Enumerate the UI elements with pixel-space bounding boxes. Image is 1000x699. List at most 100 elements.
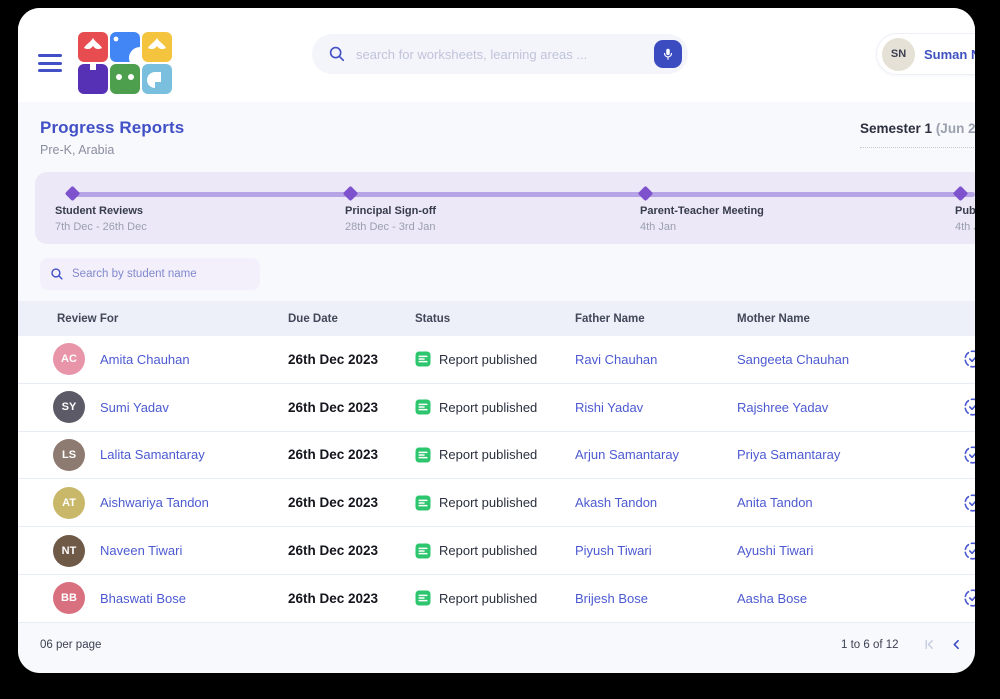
student-avatar: SY bbox=[53, 391, 85, 424]
top-bar: SN Suman Nair bbox=[18, 8, 975, 102]
search-icon bbox=[50, 267, 64, 281]
student-name-link[interactable]: Aishwariya Tandon bbox=[100, 495, 209, 511]
mother-name-link[interactable]: Sangeeta Chauhan bbox=[737, 351, 850, 367]
father-name-link[interactable]: Ravi Chauhan bbox=[575, 351, 658, 367]
voice-search-button[interactable] bbox=[654, 40, 682, 68]
report-published-icon bbox=[415, 399, 431, 415]
due-date: 26th Dec 2023 bbox=[288, 447, 379, 463]
milestone-dates: 7th Dec - 26th Dec bbox=[55, 221, 147, 233]
diamond-marker-icon bbox=[64, 185, 81, 202]
app-logo bbox=[78, 32, 172, 99]
diamond-marker-icon bbox=[637, 185, 654, 202]
page-header: Progress Reports Pre-K, Arabia Semester … bbox=[18, 102, 975, 164]
per-page-selector[interactable]: 06 per page bbox=[40, 638, 102, 651]
avatar: SN bbox=[882, 37, 915, 71]
student-avatar: AC bbox=[53, 343, 85, 376]
student-name-link[interactable]: Amita Chauhan bbox=[100, 351, 190, 367]
table-row: AT Aishwariya Tandon 26th Dec 2023 Repor… bbox=[18, 479, 975, 528]
student-name-link[interactable]: Naveen Tiwari bbox=[100, 543, 183, 559]
previous-page-icon[interactable] bbox=[950, 638, 963, 651]
status-text: Report published bbox=[439, 543, 538, 559]
milestone-dates: 4th J bbox=[955, 221, 975, 233]
user-profile-button[interactable]: SN Suman Nair bbox=[876, 33, 975, 75]
report-published-icon bbox=[415, 590, 431, 606]
status-cell: Report published bbox=[415, 351, 575, 367]
page-title: Progress Reports bbox=[40, 118, 185, 137]
student-name-link[interactable]: Sumi Yadav bbox=[100, 399, 169, 415]
table-row: AC Amita Chauhan 26th Dec 2023 Report pu… bbox=[18, 336, 975, 384]
page-subtitle: Pre-K, Arabia bbox=[40, 143, 115, 157]
milestone-label: Parent-Teacher Meeting bbox=[640, 205, 764, 217]
due-date: 26th Dec 2023 bbox=[288, 590, 379, 606]
table-row: LS Lalita Samantaray 26th Dec 2023 Repor… bbox=[18, 431, 975, 480]
pagination-bar: 06 per page 1 to 6 of 12 bbox=[18, 623, 975, 667]
status-text: Report published bbox=[439, 351, 538, 367]
student-name-link[interactable]: Lalita Samantaray bbox=[100, 447, 205, 463]
semester-range: (Jun 2023 bbox=[935, 121, 975, 136]
father-name-link[interactable]: Akash Tandon bbox=[575, 495, 658, 511]
mother-name-link[interactable]: Anita Tandon bbox=[737, 495, 813, 511]
action-cell bbox=[917, 348, 975, 370]
student-cell: AC Amita Chauhan bbox=[40, 343, 288, 376]
review-history-icon[interactable] bbox=[962, 492, 975, 514]
user-name: Suman Nair bbox=[924, 46, 975, 62]
student-name-link[interactable]: Bhaswati Bose bbox=[100, 590, 186, 606]
semester-label: Semester 1 bbox=[860, 121, 936, 136]
mother-name-link[interactable]: Aasha Bose bbox=[737, 590, 808, 606]
student-search-input[interactable] bbox=[72, 268, 250, 280]
table-row: BB Bhaswati Bose 26th Dec 2023 Report pu… bbox=[18, 574, 975, 623]
mother-name-link[interactable]: Rajshree Yadav bbox=[737, 399, 829, 415]
father-name-link[interactable]: Brijesh Bose bbox=[575, 590, 648, 606]
report-published-icon bbox=[415, 351, 431, 367]
father-name-link[interactable]: Rishi Yadav bbox=[575, 399, 644, 415]
review-history-icon[interactable] bbox=[962, 444, 975, 466]
pagination-range: 1 to 6 of 12 bbox=[841, 638, 899, 651]
diamond-marker-icon bbox=[342, 185, 359, 202]
action-cell bbox=[917, 396, 975, 418]
app-window: SN Suman Nair Progress Reports Pre-K, Ar… bbox=[18, 8, 975, 673]
student-cell: BB Bhaswati Bose bbox=[40, 582, 288, 615]
due-date: 26th Dec 2023 bbox=[288, 495, 379, 511]
first-page-icon[interactable] bbox=[923, 638, 936, 651]
status-text: Report published bbox=[439, 447, 538, 463]
milestone-label: Student Reviews bbox=[55, 205, 144, 217]
father-name-link[interactable]: Piyush Tiwari bbox=[575, 543, 652, 559]
mother-name-link[interactable]: Ayushi Tiwari bbox=[737, 543, 814, 559]
milestone-dates: 28th Dec - 3rd Jan bbox=[345, 221, 436, 233]
student-avatar: LS bbox=[53, 438, 85, 471]
action-cell bbox=[917, 540, 975, 562]
report-published-icon bbox=[415, 543, 431, 559]
microphone-icon bbox=[661, 47, 675, 61]
col-father-name: Father Name bbox=[575, 312, 645, 325]
menu-icon[interactable] bbox=[38, 54, 62, 77]
student-cell: NT Naveen Tiwari bbox=[40, 534, 288, 567]
action-cell bbox=[917, 492, 975, 514]
review-history-icon[interactable] bbox=[962, 348, 975, 370]
global-search-input[interactable] bbox=[356, 46, 654, 62]
milestone-timeline: Student Reviews 7th Dec - 26th Dec Princ… bbox=[35, 172, 975, 244]
father-name-link[interactable]: Arjun Samantaray bbox=[575, 447, 680, 463]
status-cell: Report published bbox=[415, 495, 575, 511]
mother-name-link[interactable]: Priya Samantaray bbox=[737, 447, 841, 463]
search-icon bbox=[328, 45, 346, 63]
status-text: Report published bbox=[439, 590, 538, 606]
review-history-icon[interactable] bbox=[962, 396, 975, 418]
status-cell: Report published bbox=[415, 590, 575, 606]
review-history-icon[interactable] bbox=[962, 540, 975, 562]
milestone-label: Publi bbox=[955, 205, 975, 217]
col-status: Status bbox=[415, 312, 451, 325]
semester-selector[interactable]: Semester 1 (Jun 2023 bbox=[860, 120, 975, 148]
status-text: Report published bbox=[439, 495, 538, 511]
milestone-label: Principal Sign-off bbox=[345, 205, 437, 217]
student-cell: LS Lalita Samantaray bbox=[40, 438, 288, 471]
global-search bbox=[312, 34, 688, 74]
due-date: 26th Dec 2023 bbox=[288, 351, 379, 367]
timeline-track bbox=[72, 192, 975, 197]
due-date: 26th Dec 2023 bbox=[288, 399, 379, 415]
status-cell: Report published bbox=[415, 543, 575, 559]
student-avatar: AT bbox=[53, 486, 85, 519]
col-mother-name: Mother Name bbox=[737, 312, 810, 325]
review-history-icon[interactable] bbox=[962, 587, 975, 609]
action-cell bbox=[917, 587, 975, 609]
